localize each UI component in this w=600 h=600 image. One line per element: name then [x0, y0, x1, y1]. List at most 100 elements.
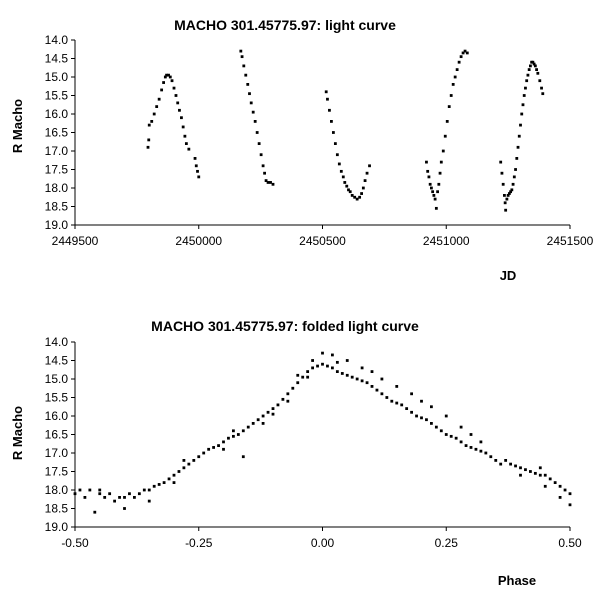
data-point [355, 377, 359, 381]
y-tick-label: 17.0 [45, 446, 69, 460]
data-point [324, 90, 328, 94]
data-point [345, 184, 349, 188]
data-point [103, 496, 107, 499]
data-point [558, 496, 562, 499]
data-point [375, 388, 379, 392]
data-points [73, 351, 572, 514]
data-point [489, 455, 493, 459]
data-point [331, 131, 335, 134]
data-point [326, 97, 329, 101]
data-point [395, 385, 399, 388]
data-point [504, 459, 508, 462]
data-point [390, 399, 394, 403]
data-point [147, 123, 151, 127]
data-point [479, 440, 483, 444]
data-point [146, 145, 150, 149]
data-point [167, 477, 171, 481]
data-point [500, 171, 504, 175]
chart-title: MACHO 301.45775.97: light curve [174, 17, 396, 33]
data-point [276, 403, 280, 407]
data-point [535, 68, 538, 71]
data-point [353, 195, 357, 199]
data-point [347, 188, 350, 192]
data-point [83, 496, 87, 499]
data-point [433, 197, 437, 201]
data-point [239, 49, 243, 53]
data-point [172, 481, 176, 484]
y-tick-label: 15.0 [45, 70, 69, 84]
data-point [519, 473, 522, 477]
data-point [453, 75, 457, 79]
data-point [244, 73, 248, 77]
data-point [519, 466, 522, 470]
data-point [465, 51, 469, 55]
y-tick-label: 17.0 [45, 144, 69, 158]
data-point [415, 414, 418, 418]
data-point [98, 488, 102, 492]
data-point [410, 410, 413, 414]
data-point [261, 422, 265, 425]
data-point [509, 462, 512, 466]
data-point [527, 68, 531, 71]
data-point [264, 179, 268, 182]
x-tick-label: 2449500 [52, 234, 99, 248]
data-point [524, 86, 527, 90]
data-point [350, 375, 354, 379]
data-point [246, 425, 250, 429]
data-point [123, 496, 126, 499]
data-point [256, 418, 260, 422]
data-point [167, 73, 170, 77]
data-point [232, 434, 235, 438]
data-point [193, 157, 197, 160]
data-point [463, 49, 467, 53]
data-point [459, 440, 463, 444]
data-point [286, 392, 290, 396]
data-point [261, 164, 265, 168]
y-tick-label: 16.5 [45, 126, 69, 140]
data-point [469, 433, 473, 436]
data-point [380, 392, 384, 396]
data-point [172, 86, 176, 90]
folded-light-curve-chart: MACHO 301.45775.97: folded light curve R… [10, 318, 582, 588]
data-point [522, 94, 526, 97]
data-point [434, 206, 438, 210]
data-point [241, 455, 245, 459]
data-point [420, 399, 423, 403]
data-point [255, 131, 259, 134]
data-point [202, 451, 206, 455]
data-point [152, 112, 156, 116]
axis-ticks: 14.0 14.5 15.0 15.5 16.0 16.5 17.0 17.5 18.0 18.5… [45, 33, 594, 248]
data-point [176, 101, 180, 105]
data-point [160, 88, 164, 92]
data-point [335, 153, 339, 157]
data-point [227, 436, 230, 440]
data-point [529, 470, 532, 473]
data-point [553, 481, 557, 484]
data-point [434, 425, 438, 429]
data-point [296, 373, 300, 377]
data-point [331, 353, 334, 357]
data-point [259, 153, 263, 157]
data-point [461, 51, 465, 55]
x-tick-label: -0.50 [61, 536, 89, 550]
data-point [78, 488, 82, 492]
x-tick-label: 0.50 [558, 536, 582, 550]
data-point [358, 195, 362, 199]
data-point [217, 444, 220, 447]
data-point [345, 359, 349, 362]
data-point [568, 503, 572, 507]
data-point [187, 462, 191, 466]
data-point [511, 182, 515, 186]
data-point [425, 418, 428, 422]
data-point [174, 94, 178, 97]
data-point [543, 484, 547, 488]
data-point [118, 496, 121, 499]
data-point [321, 362, 324, 366]
data-point [405, 407, 409, 410]
data-point [335, 370, 339, 373]
data-point [194, 164, 198, 168]
data-point [212, 446, 215, 449]
data-point [428, 182, 432, 186]
data-point [519, 123, 522, 127]
data-point [311, 366, 314, 370]
